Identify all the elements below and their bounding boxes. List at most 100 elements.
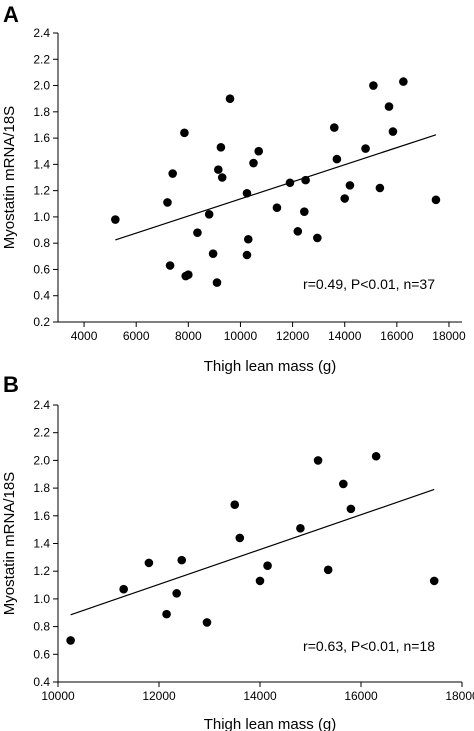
x-axis-title: Thigh lean mass (g) <box>204 716 337 731</box>
data-point <box>217 173 227 182</box>
data-point <box>242 188 252 198</box>
data-point <box>255 576 265 586</box>
data-point <box>193 228 202 237</box>
stats-annotation: r=0.63, P<0.01, n=18 <box>303 638 435 654</box>
x-tick-label: 16000 <box>344 689 378 703</box>
y-tick-label: 1.2 <box>33 564 50 578</box>
x-tick-label: 18000 <box>445 689 474 703</box>
data-point <box>165 261 175 270</box>
x-tick-label: 8000 <box>175 329 202 343</box>
data-point <box>225 94 235 103</box>
data-point <box>177 555 187 565</box>
data-point <box>212 278 222 287</box>
data-point <box>300 207 309 216</box>
stats-annotation: r=0.49, P<0.01, n=37 <box>303 276 435 292</box>
x-tick-label: 12000 <box>276 329 310 343</box>
data-point <box>254 146 263 156</box>
y-tick-label: 0.4 <box>33 675 50 689</box>
data-point <box>242 250 252 260</box>
y-tick-label: 0.8 <box>33 620 50 634</box>
data-point <box>272 203 282 213</box>
y-tick-label: 1.0 <box>33 592 50 606</box>
y-tick-label: 1.8 <box>33 105 50 119</box>
x-tick-label: 6000 <box>123 329 150 343</box>
data-point <box>346 504 356 514</box>
data-point <box>388 127 398 136</box>
y-tick-label: 1.0 <box>33 210 50 224</box>
y-axis-title: Myostatin mRNA/18S <box>1 472 18 615</box>
y-tick-label: 1.4 <box>33 537 50 551</box>
data-point <box>208 249 218 258</box>
y-tick-label: 1.8 <box>33 481 50 495</box>
y-tick-label: 2.0 <box>33 453 50 467</box>
data-point <box>431 195 441 205</box>
data-point <box>371 451 381 461</box>
data-point <box>369 81 378 90</box>
y-tick-label: 1.6 <box>33 131 50 145</box>
data-point <box>375 183 385 193</box>
data-point <box>313 233 322 243</box>
data-point <box>168 169 177 178</box>
x-tick-label: 18000 <box>432 329 466 343</box>
data-point <box>184 270 193 280</box>
data-point <box>235 533 245 543</box>
data-point <box>301 175 310 185</box>
regression-line <box>70 488 435 616</box>
x-axis-title: Thigh lean mass (g) <box>204 358 337 375</box>
data-point <box>313 456 323 465</box>
y-tick-label: 2.2 <box>33 426 50 440</box>
x-tick-label: 10000 <box>41 689 75 703</box>
y-tick-label: 0.6 <box>33 647 50 661</box>
y-tick-label: 2.4 <box>33 26 50 40</box>
data-point <box>285 178 295 188</box>
y-tick-label: 2.4 <box>33 398 50 412</box>
data-point <box>429 576 439 586</box>
data-point <box>263 561 272 570</box>
y-tick-label: 0.6 <box>33 262 50 276</box>
data-point <box>384 102 394 111</box>
data-point <box>340 194 350 203</box>
data-point <box>202 618 212 627</box>
data-point <box>323 565 333 575</box>
data-point <box>339 479 348 489</box>
data-point <box>144 558 154 568</box>
x-tick-label: 14000 <box>328 329 362 343</box>
y-tick-label: 2.0 <box>33 79 50 93</box>
data-point <box>361 144 370 153</box>
panel-letter: B <box>3 372 19 397</box>
data-point <box>216 142 226 152</box>
panel-b: B 0.4 0.6 0.8 1.0 1.2 1.4 1.6 1.8 2.0 2.2 2.4 10000 1… <box>1 372 474 731</box>
data-point <box>204 209 214 219</box>
data-point <box>243 234 253 244</box>
y-tick-label: 1.4 <box>33 157 50 171</box>
x-tick-label: 12000 <box>142 689 176 703</box>
y-axis-title: Myostatin mRNA/18S <box>1 106 18 249</box>
data-point <box>66 636 75 645</box>
x-tick-label: 4000 <box>71 329 98 343</box>
panel-a: A 0.2 0.4 0.6 0.8 1.0 1.2 1.4 1.6 1.8 2.0 2.2 2.4 400… <box>1 2 466 375</box>
data-point <box>180 128 189 138</box>
data-point <box>162 609 171 619</box>
y-tick-label: 1.6 <box>33 509 50 523</box>
y-tick-label: 0.8 <box>33 236 50 250</box>
x-tick-label: 14000 <box>243 689 277 703</box>
data-point <box>119 584 128 594</box>
data-point <box>213 165 223 174</box>
data-point <box>230 500 240 510</box>
data-point <box>163 198 172 207</box>
y-tick-label: 0.4 <box>33 289 50 303</box>
regression-line <box>115 134 437 241</box>
data-point <box>329 123 339 132</box>
data-point <box>345 181 355 190</box>
x-tick-label: 10000 <box>224 329 258 343</box>
data-point <box>111 215 120 224</box>
data-point <box>249 158 258 168</box>
y-tick-label: 1.2 <box>33 184 50 198</box>
y-tick-label: 2.2 <box>33 52 50 66</box>
y-tick-label: 0.2 <box>33 315 50 329</box>
data-point <box>332 154 342 164</box>
data-point <box>399 77 408 86</box>
data-point <box>293 227 303 236</box>
data-point <box>172 589 181 598</box>
